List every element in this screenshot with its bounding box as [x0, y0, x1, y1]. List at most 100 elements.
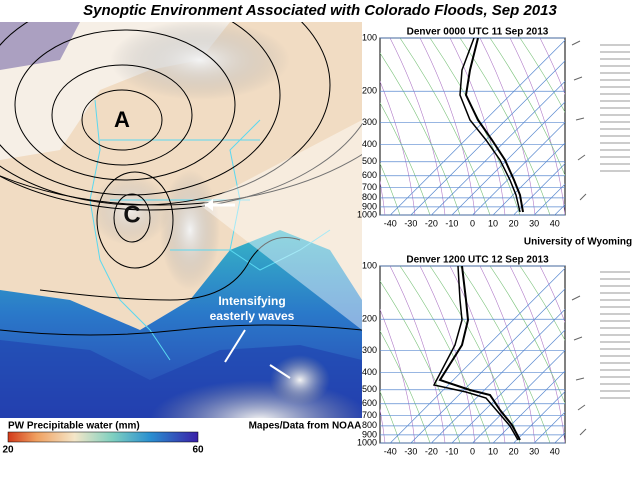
isotherm — [513, 163, 565, 215]
dry-adiabat — [489, 38, 565, 177]
credit: Mapes/Data from NOAA — [249, 421, 362, 432]
map: A C Intensifying easterly waves — [0, 22, 362, 418]
moist-adiabat — [539, 266, 565, 324]
y-tick-label: 900 — [362, 429, 377, 439]
x-tick-label: -10 — [445, 446, 458, 456]
highlight-wedge — [200, 120, 362, 330]
annotation: easterly waves — [210, 309, 295, 323]
isotherm — [472, 122, 565, 215]
dry-adiabat — [380, 102, 431, 215]
x-tick-label: 30 — [529, 218, 539, 228]
y-tick-label: 500 — [362, 156, 377, 166]
dry-adiabat — [519, 266, 565, 341]
y-tick-label: 600 — [362, 398, 377, 408]
x-tick-label: -10 — [445, 218, 458, 228]
dry-adiabat — [380, 52, 461, 215]
moist-adiabat — [509, 38, 565, 215]
x-tick-label: -20 — [425, 218, 438, 228]
y-tick-label: 400 — [362, 367, 377, 377]
isotherm — [390, 267, 565, 443]
y-tick-label: 300 — [362, 117, 377, 127]
isotherm — [451, 329, 565, 443]
x-tick-label: 0 — [470, 218, 475, 228]
isotherm — [533, 183, 565, 215]
y-tick-label: 900 — [362, 201, 377, 211]
cloud — [270, 355, 330, 405]
dry-adiabat — [459, 266, 551, 443]
colorbar-max: 60 — [192, 445, 204, 456]
y-tick-label: 800 — [362, 192, 377, 202]
colorbar-label: PW Precipitable water (mm) — [8, 421, 140, 432]
dry-adiabat — [429, 266, 521, 443]
y-tick-label: 1000 — [357, 209, 377, 219]
x-tick-label: 40 — [550, 446, 560, 456]
borders — [89, 99, 331, 361]
sounding-title: Denver 0000 UTC 11 Sep 2013 — [407, 27, 549, 38]
moist-adiabat — [419, 38, 476, 215]
high-label: A — [114, 107, 130, 132]
dry-adiabat — [399, 266, 491, 443]
y-tick-label: 600 — [362, 170, 377, 180]
moist-adiabat — [389, 266, 446, 443]
y-tick-label: 1000 — [357, 437, 377, 447]
y-tick-label: 100 — [362, 32, 377, 42]
contours — [0, 22, 362, 336]
isotherm — [410, 60, 565, 215]
moist-adiabat — [479, 38, 536, 215]
colorbar — [7, 431, 199, 443]
low-label: C — [123, 201, 140, 228]
y-tick-label: 500 — [362, 384, 377, 394]
dry-adiabat — [519, 38, 565, 113]
moist-adiabat — [449, 38, 506, 215]
isotherm — [513, 391, 565, 443]
arrow-head — [205, 199, 213, 211]
y-tick-label: 700 — [362, 410, 377, 420]
temperature-profile — [438, 266, 521, 441]
adiabats — [380, 38, 565, 215]
isotherm — [431, 80, 565, 215]
x-tick-label: 10 — [488, 218, 498, 228]
y-tick-label: 100 — [362, 260, 377, 270]
source: University of Wyoming — [524, 237, 632, 248]
x-tick-label: 10 — [488, 446, 498, 456]
x-tick-label: -40 — [384, 218, 397, 228]
x-tick-label: 20 — [509, 446, 519, 456]
x-tick-label: 40 — [550, 218, 560, 228]
dewpoint-profile — [432, 266, 519, 441]
dry-adiabat — [399, 38, 491, 215]
isotherm — [431, 308, 565, 443]
colorbar-area — [0, 418, 362, 480]
moist-adiabat — [479, 266, 536, 443]
y-tick-label: 800 — [362, 420, 377, 430]
y-tick-label: 200 — [362, 86, 377, 96]
cloud — [160, 170, 220, 290]
x-tick-label: -30 — [404, 446, 417, 456]
isotherm — [451, 101, 565, 215]
arrow — [269, 364, 291, 379]
colorbar-min: 20 — [2, 445, 14, 456]
dry-adiabat — [489, 266, 565, 405]
cloud — [110, 22, 290, 100]
cloud — [90, 175, 170, 245]
moist-adiabat — [380, 408, 386, 443]
x-tick-label: -20 — [425, 446, 438, 456]
x-tick-label: 30 — [529, 446, 539, 456]
moist-adiabat — [380, 80, 416, 215]
dry-adiabat — [380, 280, 461, 443]
y-tick-label: 400 — [362, 139, 377, 149]
moist-adiabat — [449, 266, 506, 443]
moist-adiabat — [389, 38, 446, 215]
figure-title: Synoptic Environment Associated with Col… — [83, 2, 557, 19]
isotherm — [533, 411, 565, 443]
dry-adiabat — [380, 162, 401, 215]
dry-adiabat — [380, 330, 431, 443]
dry-adiabat — [459, 38, 551, 215]
y-tick-label: 700 — [362, 182, 377, 192]
x-tick-label: -30 — [404, 218, 417, 228]
temperature-profile — [464, 38, 524, 213]
annotation: Intensifying — [218, 294, 285, 308]
